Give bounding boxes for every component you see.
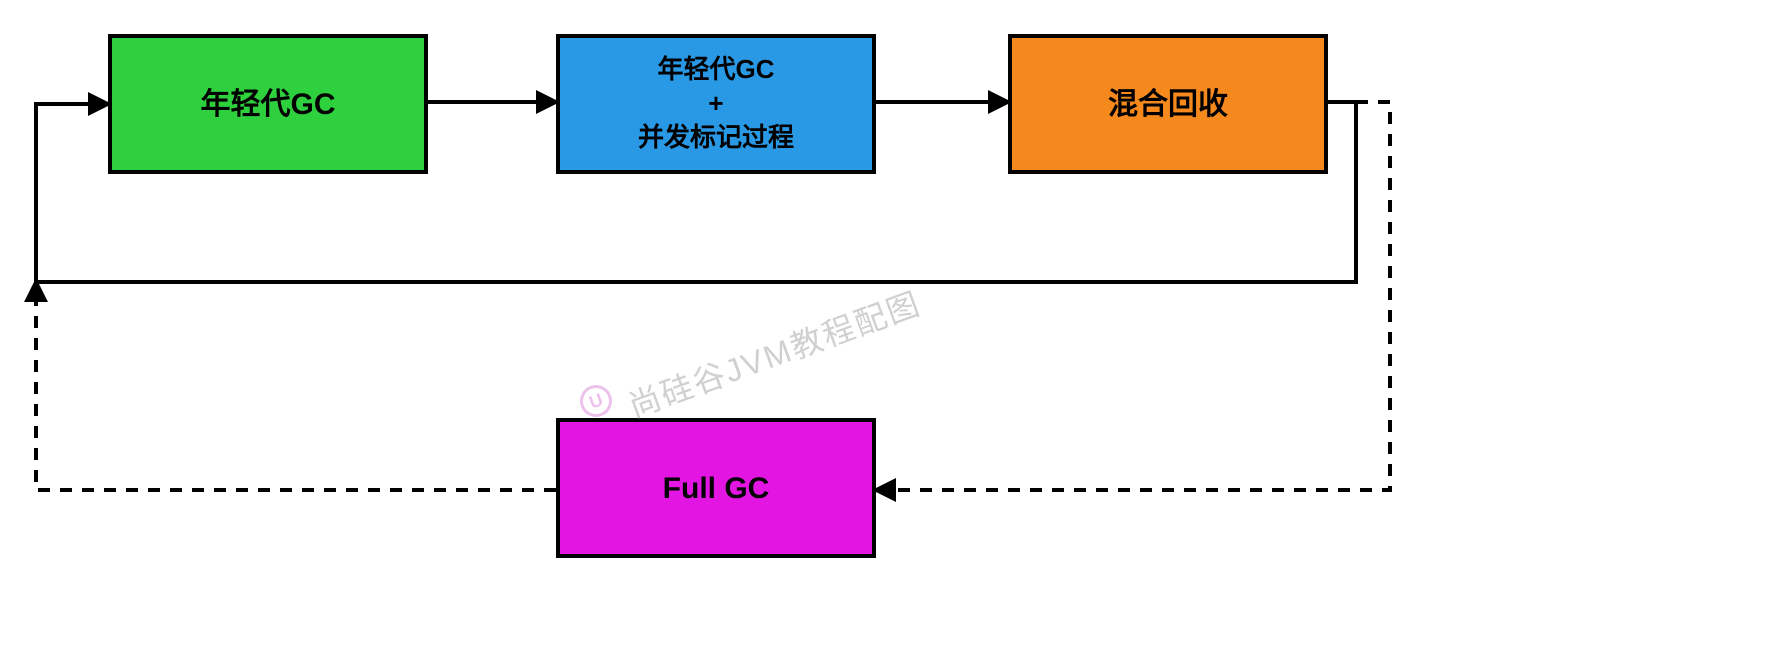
node-young-gc: 年轻代GC	[108, 34, 428, 174]
node-young-gc-concurrent: 年轻代GC + 并发标记过程	[556, 34, 876, 174]
edge-edge5	[36, 282, 556, 490]
node-label-mixed-gc: 混合回收	[1108, 85, 1228, 124]
node-full-gc: Full GC	[556, 418, 876, 558]
node-label-young-gc-concurrent: 年轻代GC + 并发标记过程	[638, 53, 794, 154]
watermark-text: 尚硅谷JVM教程配图	[621, 279, 926, 428]
node-mixed-gc: 混合回收	[1008, 34, 1328, 174]
node-label-young-gc: 年轻代GC	[201, 85, 336, 124]
node-label-full-gc: Full GC	[663, 469, 770, 508]
watermark-icon: U	[575, 380, 616, 421]
